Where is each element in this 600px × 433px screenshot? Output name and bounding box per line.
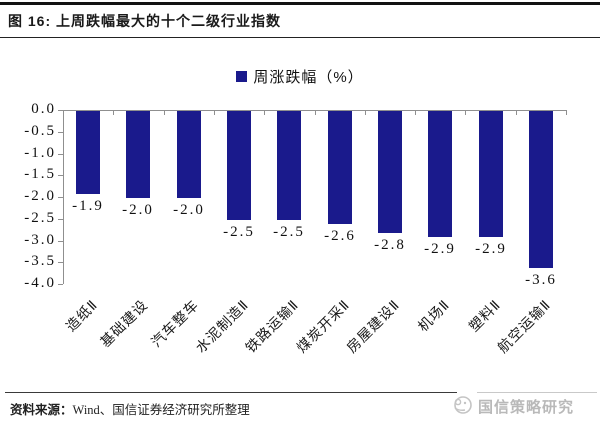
bar-value-label: -2.5 [223, 224, 255, 240]
y-axis-label: -3.5 [24, 253, 56, 270]
x-category-label: 航空运输Ⅱ [494, 296, 554, 356]
bar [177, 111, 201, 198]
y-axis-label: 0.0 [31, 101, 56, 117]
bar-value-label: -2.5 [273, 224, 305, 240]
bar [227, 111, 251, 220]
x-axis-tick [465, 110, 466, 115]
chart-legend: 周涨跌幅（%） [0, 66, 600, 87]
x-axis-tick [365, 110, 366, 115]
y-axis-label: -2.0 [24, 188, 56, 204]
bar [328, 111, 352, 224]
y-axis-tick [58, 262, 63, 264]
bar [378, 111, 402, 233]
y-axis-label: -3.0 [24, 231, 56, 248]
watermark-rule [477, 392, 597, 393]
y-axis-label: -1.5 [24, 166, 56, 183]
x-axis-tick [113, 110, 114, 115]
bar-value-label: -2.6 [324, 228, 356, 244]
bar-value-label: -2.9 [424, 241, 456, 257]
y-axis-tick [58, 197, 63, 198]
x-category-label: 房屋建设Ⅱ [343, 296, 403, 356]
title-rule [0, 37, 600, 38]
legend-swatch-icon [236, 71, 248, 82]
x-axis-tick [264, 110, 265, 115]
source-label: 资料来源： [10, 403, 73, 417]
x-category-label: 机场Ⅱ [414, 296, 453, 335]
bar [529, 111, 553, 268]
x-axis-zero-line [63, 110, 566, 111]
bar-value-label: -1.9 [72, 198, 104, 214]
y-axis-tick [58, 240, 63, 242]
source-text: Wind、国信证券经济研究所整理 [72, 403, 250, 417]
bar [76, 111, 100, 194]
bar [277, 111, 301, 220]
bar-chart: 周涨跌幅（%） 0.0 -0.5 -1.0 -1.5 -2.0 -2.5 -3.0 -3.5 -… [0, 55, 600, 392]
x-category-label: 水泥制造Ⅱ [192, 296, 252, 356]
x-category-label: 塑料Ⅱ [465, 296, 504, 335]
x-axis-tick [516, 110, 517, 115]
footer-rule [5, 392, 457, 393]
bar [126, 111, 150, 198]
x-axis-tick [415, 110, 416, 115]
bar-value-label: -3.6 [525, 272, 557, 288]
y-axis-tick [58, 175, 63, 177]
x-axis-tick [315, 110, 316, 115]
y-axis-tick [58, 284, 63, 285]
x-category-label: 煤炭开采Ⅱ [293, 296, 353, 356]
y-axis-tick [58, 110, 63, 111]
brand-watermark: 国信策略研究 [450, 391, 597, 421]
brand-watermark-text: 国信策略研究 [478, 399, 575, 416]
y-axis-tick [58, 218, 63, 220]
x-axis-tick [566, 110, 567, 115]
bar-value-label: -2.0 [173, 202, 205, 218]
y-axis-label: -0.5 [24, 122, 56, 139]
y-axis-label: -1.0 [24, 144, 56, 161]
x-category-label: 铁路运输Ⅱ [242, 296, 302, 356]
bar [479, 111, 503, 237]
figure-title: 图 16: 上周跌幅最大的十个二级行业指数 [8, 13, 282, 29]
y-axis-label: -2.5 [24, 209, 56, 226]
bar-value-label: -2.8 [374, 237, 406, 253]
brand-logo-icon [450, 394, 474, 423]
x-axis-tick [63, 110, 64, 115]
x-axis-tick [214, 110, 215, 115]
x-category-label: 造纸Ⅱ [62, 296, 101, 335]
x-category-label: 基础建设 [96, 296, 151, 351]
x-axis-tick [164, 110, 165, 115]
bar-value-label: -2.0 [122, 202, 154, 218]
y-axis-tick [58, 153, 63, 155]
y-axis-label: -4.0 [24, 275, 56, 291]
bar-value-label: -2.9 [475, 241, 507, 257]
y-axis-line [63, 110, 64, 284]
source-note: 资料来源：Wind、国信证券经济研究所整理 [10, 399, 250, 418]
top-rule [0, 2, 600, 5]
legend-label: 周涨跌幅（%） [253, 69, 364, 86]
y-axis-tick [58, 131, 63, 133]
bar [428, 111, 452, 237]
